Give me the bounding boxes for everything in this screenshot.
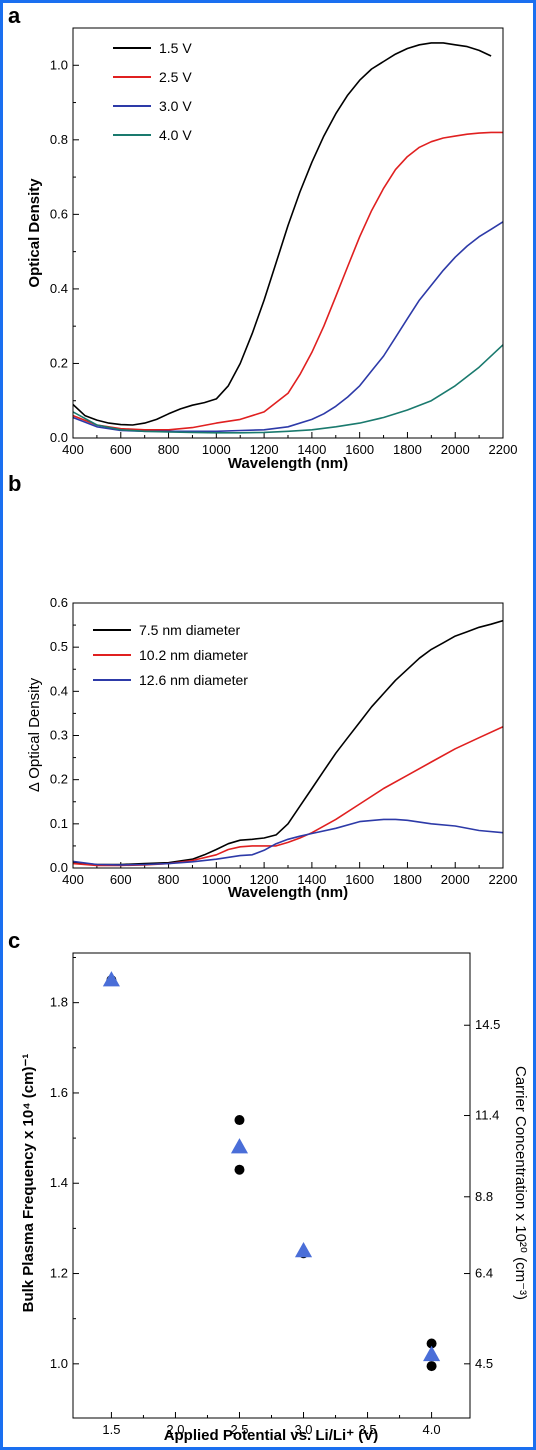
a-ytick-label: 0.2 — [50, 355, 68, 370]
c-right-tick-label: 11.4 — [475, 1108, 499, 1123]
b-legend-label-0: 7.5 nm diameter — [139, 622, 240, 638]
b-xtick-label: 1000 — [202, 872, 231, 887]
a-series-line-0 — [73, 42, 492, 426]
c-right-tick-label: 6.4 — [475, 1266, 493, 1281]
a-xtick-label: 600 — [110, 442, 132, 457]
c-point-triangle — [423, 1345, 441, 1362]
a-xtick-label: 1600 — [345, 442, 374, 457]
a-legend-label-1: 2.5 V — [159, 69, 192, 85]
panel-b-xlabel: Wavelength (nm) — [228, 884, 348, 901]
b-ytick-label: 0.3 — [50, 728, 68, 743]
a-xtick-label: 1200 — [250, 442, 279, 457]
c-ytick-label: 1.0 — [50, 1356, 68, 1371]
b-series-line-2 — [73, 818, 503, 866]
figure-canvas: a b c 400 600 800 1000 1200 1400 1600 1800 2000 2… — [8, 3, 529, 1444]
b-xtick-label: 1800 — [393, 872, 422, 887]
a-xtick-label: 1800 — [393, 442, 422, 457]
panel-a-chart: 400 600 800 1000 1200 1400 1600 1800 2000 2200 0.0… — [26, 27, 518, 472]
b-xtick-label: 1600 — [345, 872, 374, 887]
a-series-line-3 — [73, 344, 503, 434]
c-xtick-label: 3.0 — [294, 1422, 312, 1437]
b-xtick-label: 2200 — [489, 872, 518, 887]
a-xtick-label: 400 — [62, 442, 84, 457]
a-ytick-label: 0.4 — [50, 281, 68, 296]
b-ytick-label: 0.6 — [50, 595, 68, 610]
a-ytick-label: 1.0 — [50, 57, 68, 72]
panel-a-ylabel: Optical Density — [26, 178, 43, 288]
c-right-tick-label: 14.5 — [475, 1017, 500, 1032]
c-ytick-label: 1.8 — [50, 995, 68, 1010]
c-point-circle — [234, 1164, 245, 1175]
b-legend-label-1: 10.2 nm diameter — [139, 647, 248, 663]
a-xtick-label: 800 — [158, 442, 180, 457]
panel-a-axes-frame — [72, 27, 504, 439]
b-xtick-label: 400 — [62, 872, 84, 887]
a-series-line-2 — [73, 221, 503, 433]
b-legend-label-2: 12.6 nm diameter — [139, 672, 248, 688]
a-ytick-label: 0.8 — [50, 132, 68, 147]
panel-c-axes-frame — [72, 952, 471, 1419]
panel-c-ylabel-right: Carrier Concentration x 10²⁰ (cm⁻³) — [512, 1066, 529, 1300]
b-ytick-label: 0.1 — [50, 816, 68, 831]
c-xtick-label: 4.0 — [423, 1422, 441, 1437]
panel-label-b: b — [8, 471, 21, 496]
b-xtick-label: 800 — [158, 872, 180, 887]
c-point-circle — [426, 1338, 437, 1349]
c-point-triangle — [102, 971, 120, 987]
c-ytick-label: 1.2 — [50, 1266, 68, 1281]
c-xtick-label: 2.0 — [166, 1422, 184, 1437]
panel-a-xlabel: Wavelength (nm) — [228, 455, 348, 472]
a-legend-label-0: 1.5 V — [159, 40, 192, 56]
b-xtick-label: 1400 — [297, 872, 326, 887]
b-ytick-label: 0.0 — [50, 860, 68, 875]
c-point-circle — [234, 1115, 245, 1126]
b-xtick-label: 1200 — [250, 872, 279, 887]
panel-c-xlabel: Applied Potential vs. Li/Li⁺ (V) — [164, 1427, 379, 1444]
panel-label-a: a — [8, 3, 21, 28]
panel-c-ylabel: Bulk Plasma Frequency x 10⁴ (cm)⁻¹ — [20, 1054, 37, 1313]
c-right-tick-label: 4.5 — [475, 1356, 493, 1371]
panel-b-ylabel: Δ Optical Density — [26, 677, 43, 792]
c-xtick-label: 1.5 — [102, 1422, 120, 1437]
c-point-triangle — [294, 1241, 313, 1258]
a-ytick-label: 0.0 — [50, 430, 68, 445]
a-xtick-label: 1400 — [297, 442, 326, 457]
b-xtick-label: 600 — [110, 872, 132, 887]
panel-b-axes-frame — [72, 602, 504, 869]
b-series-line-1 — [73, 725, 503, 867]
a-xtick-label: 2200 — [489, 442, 518, 457]
panel-label-c: c — [8, 928, 20, 953]
b-ytick-label: 0.2 — [50, 772, 68, 787]
c-xtick-label: 3.5 — [359, 1422, 377, 1437]
a-xtick-label: 2000 — [441, 442, 470, 457]
c-xtick-label: 2.5 — [230, 1422, 248, 1437]
panel-b-chart: 400 600 800 1000 1200 1400 1600 1800 2000 2200 0.0… — [26, 595, 517, 901]
b-xtick-label: 2000 — [441, 872, 470, 887]
c-point-triangle — [230, 1138, 249, 1154]
b-ytick-label: 0.5 — [50, 639, 68, 654]
a-legend-label-2: 3.0 V — [159, 98, 192, 114]
a-ytick-label: 0.6 — [50, 206, 68, 221]
c-point-circle — [426, 1361, 437, 1372]
c-right-tick-label: 8.8 — [475, 1189, 493, 1204]
b-ytick-label: 0.4 — [50, 683, 68, 698]
c-ytick-label: 1.4 — [50, 1175, 68, 1190]
a-legend-label-3: 4.0 V — [159, 127, 192, 143]
b-series-line-0 — [73, 619, 503, 866]
c-ytick-label: 1.6 — [50, 1085, 68, 1100]
a-xtick-label: 1000 — [202, 442, 231, 457]
a-series-line-1 — [73, 131, 503, 431]
panel-c-chart: 1.5 2.0 2.5 3.0 3.5 4.0 1.0 1.2 1.4 1.6 1.8 4.5 6.4 8… — [20, 952, 529, 1444]
